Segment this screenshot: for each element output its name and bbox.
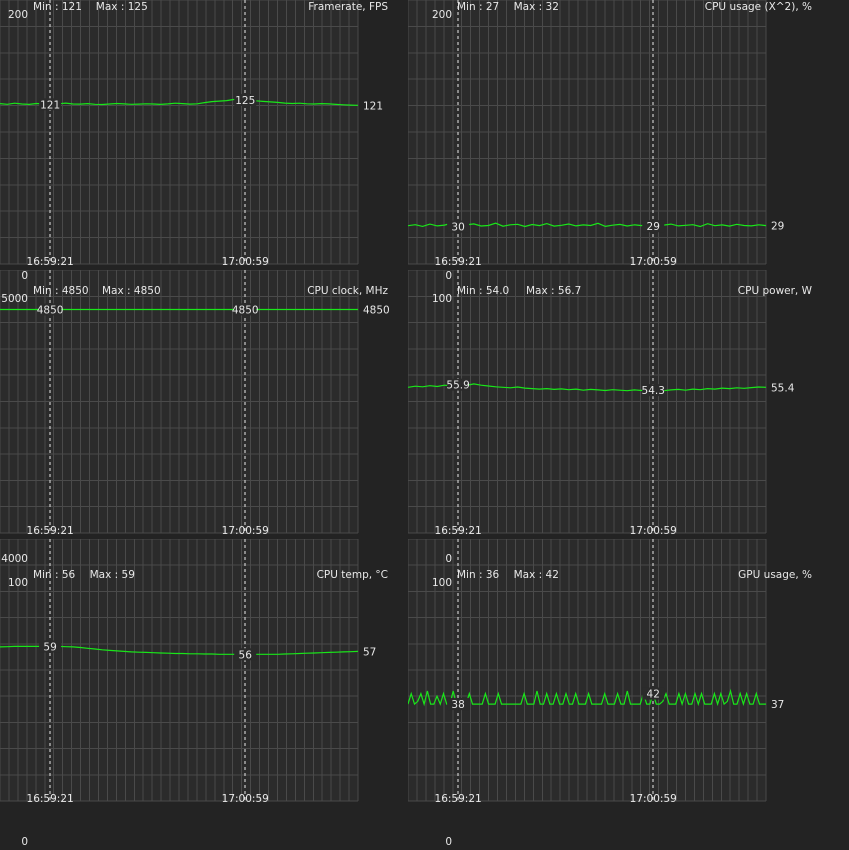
- chart-plot: 121 16:59:21 125 17:00:59 121: [0, 0, 383, 268]
- marker-value-bg: [234, 303, 257, 316]
- marker-value-bg: [234, 648, 257, 661]
- y-min-label: 0: [21, 836, 28, 848]
- end-value: 29: [771, 221, 784, 233]
- time-label: 16:59:21: [435, 793, 482, 803]
- marker-value: 56: [239, 649, 253, 661]
- y-min-label: 0: [21, 270, 28, 282]
- marker-value: 54.3: [642, 385, 665, 397]
- y-max-label: 200: [7, 9, 28, 21]
- y-min-label: 4000: [1, 553, 28, 565]
- min-label: Min : 36: [457, 569, 500, 581]
- y-max-label: 200: [431, 9, 452, 21]
- marker-value: 4850: [232, 304, 259, 316]
- y-min-label: 0: [445, 270, 452, 282]
- chart-title: CPU temp, °C: [316, 569, 388, 581]
- max-label: Max : 32: [513, 1, 559, 13]
- time-label: 16:59:21: [435, 525, 482, 535]
- marker-value: 29: [647, 221, 660, 233]
- end-value: 4850: [363, 304, 390, 316]
- chart-title: CPU usage (X^2), %: [704, 1, 812, 13]
- end-value: 37: [771, 699, 784, 711]
- end-value: 57: [363, 646, 376, 658]
- marker-value: 59: [43, 641, 56, 653]
- min-label: Min : 27: [457, 1, 500, 13]
- grid: [407, 269, 767, 534]
- end-value: 121: [363, 100, 383, 112]
- marker-value: 4850: [37, 304, 64, 316]
- marker-value-bg: [447, 220, 470, 233]
- max-label: Max : 59: [89, 569, 135, 581]
- chart-plot: 4850 16:59:21 4850 17:00:59 4850: [0, 269, 390, 537]
- y-max-label: 5000: [1, 293, 28, 305]
- chart-plot: 38 16:59:21 42 17:00:59 37: [407, 538, 784, 805]
- chart-plot: 55.9 16:59:21 54.3 17:00:59 55.4: [407, 269, 795, 537]
- chart-title: Framerate, FPS: [308, 1, 388, 13]
- time-label: 16:59:21: [435, 256, 482, 266]
- marker-value-bg: [642, 384, 665, 397]
- time-label: 17:00:59: [222, 793, 269, 803]
- time-label: 17:00:59: [222, 525, 269, 535]
- marker-value: 125: [235, 95, 255, 107]
- max-label: Max : 56.7: [526, 285, 582, 297]
- max-label: Max : 4850: [102, 285, 161, 297]
- grid: [0, 0, 359, 265]
- marker-value: 121: [40, 99, 60, 111]
- min-label: Min : 121: [33, 1, 82, 13]
- marker-value-bg: [447, 378, 470, 391]
- min-label: Min : 4850: [33, 285, 89, 297]
- min-label: Min : 54.0: [457, 285, 510, 297]
- chart-title: CPU power, W: [737, 285, 812, 297]
- marker-value-bg: [39, 640, 62, 653]
- y-max-label: 100: [7, 577, 28, 589]
- time-label: 16:59:21: [27, 525, 74, 535]
- marker-value-bg: [642, 220, 665, 233]
- marker-value-bg: [39, 98, 62, 111]
- chart-title: CPU clock, MHz: [307, 285, 388, 297]
- grid: [0, 538, 359, 802]
- marker-value: 30: [451, 222, 464, 234]
- marker-value-bg: [642, 687, 665, 700]
- chart-plot: 59 16:59:21 56 17:00:59 57: [0, 538, 376, 805]
- y-min-label: 0: [445, 836, 452, 848]
- grid: [407, 0, 767, 265]
- y-min-label: 0: [445, 553, 452, 565]
- time-label: 17:00:59: [630, 525, 677, 535]
- time-label: 16:59:21: [27, 256, 74, 266]
- marker-value: 55.9: [446, 380, 469, 392]
- time-label: 17:00:59: [222, 256, 269, 266]
- end-value: 55.4: [771, 382, 795, 394]
- time-label: 16:59:21: [27, 793, 74, 803]
- max-label: Max : 125: [95, 1, 148, 13]
- chart-plot: 30 16:59:21 29 17:00:59 29: [407, 0, 784, 268]
- marker-value: 42: [647, 689, 660, 701]
- chart-title: GPU usage, %: [738, 569, 812, 581]
- marker-value-bg: [447, 698, 470, 711]
- time-label: 17:00:59: [630, 256, 677, 266]
- time-label: 17:00:59: [630, 793, 677, 803]
- max-label: Max : 42: [513, 569, 559, 581]
- marker-value-bg: [234, 93, 257, 106]
- marker-value-bg: [39, 303, 62, 316]
- y-max-label: 100: [431, 293, 452, 305]
- y-max-label: 100: [431, 577, 452, 589]
- grid: [407, 538, 767, 802]
- min-label: Min : 56: [33, 569, 76, 581]
- marker-value: 38: [451, 699, 464, 711]
